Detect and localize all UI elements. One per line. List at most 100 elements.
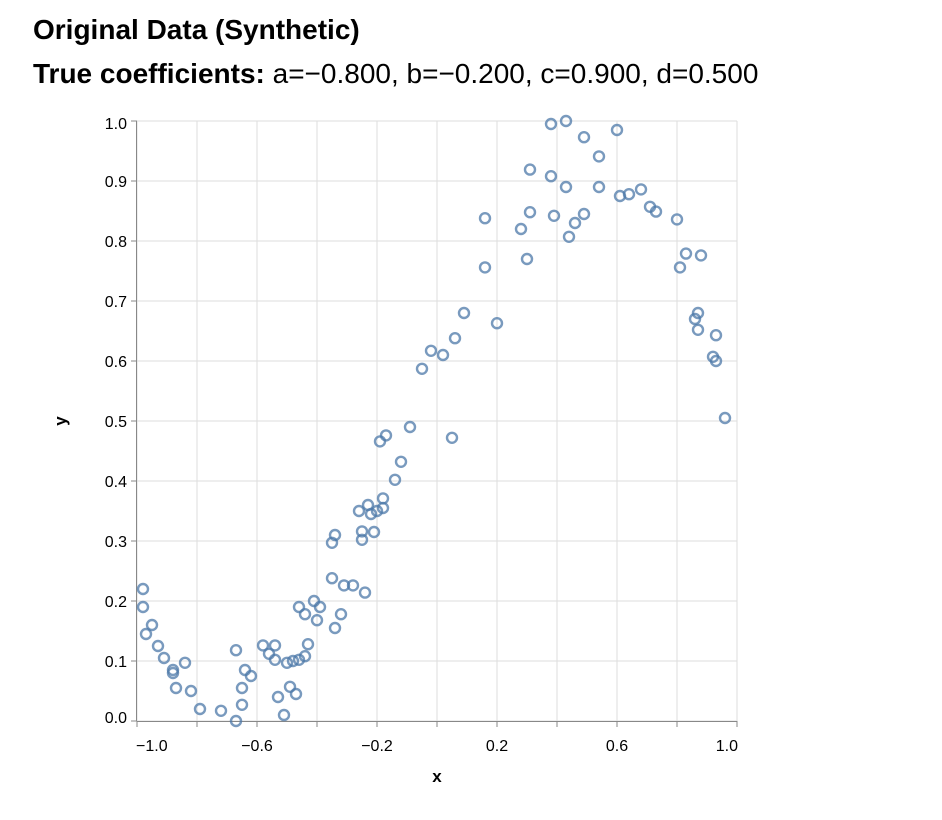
data-point: [178, 656, 192, 669]
x-tick-label: −1.0: [136, 738, 168, 755]
data-point: [448, 332, 462, 345]
data-point: [370, 504, 384, 518]
axes: −1.0 −0.6 −0.2 0.2 0.6 1.0 0.0 0.1 0.2 0.3 0.4 0.5 0…: [105, 116, 738, 755]
y-tick-label: 0.5: [105, 414, 127, 431]
data-point: [235, 681, 249, 695]
data-point: [313, 600, 327, 614]
x-axis-title: x: [432, 767, 442, 786]
data-point: [490, 317, 504, 330]
data-point: [688, 312, 702, 326]
data-point: [718, 411, 732, 425]
data-point: [559, 114, 573, 128]
data-point: [238, 663, 252, 677]
subtitle-label: True coefficients:: [33, 58, 265, 89]
data-point: [523, 163, 537, 176]
data-point: [286, 654, 300, 668]
data-point: [379, 429, 393, 442]
data-point: [394, 455, 408, 468]
data-point: [145, 618, 159, 632]
data-point: [301, 638, 315, 651]
data-point: [328, 528, 342, 542]
grid: [136, 120, 738, 722]
data-point: [547, 209, 561, 223]
data-point: [709, 354, 723, 368]
subtitle-value: a=−0.800, b=−0.200, c=0.900, d=0.500: [272, 58, 759, 89]
data-point: [157, 651, 171, 665]
x-tick-label: 0.6: [606, 738, 628, 755]
data-point: [445, 431, 459, 444]
data-point: [355, 533, 369, 546]
data-point: [649, 205, 663, 218]
data-point: [268, 653, 282, 666]
data-point: [193, 702, 207, 716]
data-point: [298, 608, 312, 621]
data-point: [244, 669, 258, 683]
data-point: [436, 348, 450, 362]
y-tick-label: 0.8: [105, 234, 127, 251]
y-tick-label: 0.7: [105, 294, 127, 311]
data-point: [634, 183, 648, 196]
data-point: [355, 525, 369, 538]
data-points: [136, 114, 732, 728]
data-point: [328, 621, 342, 635]
data-point: [520, 252, 534, 266]
data-point: [457, 306, 471, 320]
data-point: [352, 504, 366, 518]
data-point: [214, 704, 228, 717]
y-tick-label: 1.0: [105, 116, 127, 133]
x-tick-label: 0.2: [486, 738, 508, 755]
data-point: [184, 684, 198, 698]
data-point: [559, 180, 573, 194]
data-point: [577, 207, 591, 221]
chart-subtitle: True coefficients: a=−0.800, b=−0.200, c…: [33, 58, 758, 90]
data-point: [292, 600, 306, 614]
data-point: [277, 708, 291, 722]
data-point: [151, 639, 165, 653]
data-point: [478, 261, 492, 274]
data-point: [562, 230, 576, 244]
data-point: [169, 681, 183, 695]
data-point: [610, 123, 624, 137]
y-tick-label: 0.3: [105, 534, 127, 551]
data-point: [415, 362, 429, 375]
data-point: [358, 586, 372, 599]
x-tick-label: 1.0: [716, 738, 738, 755]
data-point: [679, 247, 693, 260]
data-point: [577, 130, 591, 144]
data-point: [364, 507, 378, 521]
data-point: [256, 639, 270, 652]
y-axis-title: y: [51, 416, 70, 426]
data-point: [388, 473, 402, 486]
data-point: [670, 213, 684, 226]
y-tick-label: 0.4: [105, 474, 127, 491]
data-point: [424, 344, 438, 357]
data-point: [334, 608, 348, 621]
x-tick-label: −0.2: [361, 738, 393, 755]
data-point: [289, 687, 303, 701]
data-point: [544, 169, 558, 183]
data-point: [694, 249, 708, 262]
y-tick-label: 0.6: [105, 354, 127, 371]
data-point: [268, 639, 282, 652]
data-point: [691, 323, 705, 336]
data-point: [376, 501, 390, 515]
x-tick-label: −0.6: [241, 738, 273, 755]
data-point: [478, 211, 492, 225]
y-tick-label: 0.2: [105, 594, 127, 611]
data-point: [298, 650, 312, 663]
data-point: [523, 205, 537, 219]
data-point: [136, 600, 150, 614]
data-point: [592, 180, 606, 194]
data-point: [235, 698, 249, 711]
data-point: [229, 644, 243, 657]
data-point: [514, 222, 528, 236]
data-point: [622, 187, 636, 201]
data-point: [229, 714, 243, 728]
y-tick-label: 0.0: [105, 710, 127, 727]
data-point: [310, 614, 324, 627]
data-point: [136, 582, 150, 596]
y-tick-label: 0.1: [105, 654, 127, 671]
data-point: [544, 117, 558, 131]
data-point: [691, 306, 705, 320]
